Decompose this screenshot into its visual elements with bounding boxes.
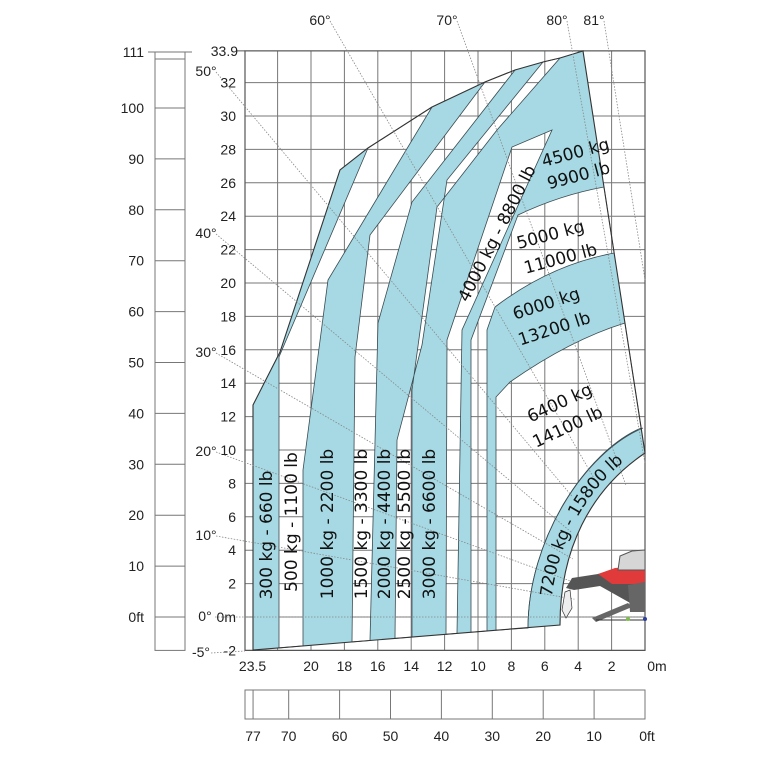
feet-scale-left — [148, 51, 192, 651]
angle-label: -5° — [192, 644, 210, 660]
angle-label: 0° — [198, 608, 211, 624]
label-1000kg: 1000 kg - 2200 lb — [318, 449, 338, 599]
label-3000kg: 3000 kg - 6600 lb — [420, 449, 440, 599]
meter-label-bottom: 0m — [647, 658, 666, 674]
angle-label: 80° — [546, 12, 567, 28]
meter-label-left: 26 — [220, 175, 236, 191]
meter-label-left: -2 — [224, 642, 237, 658]
angle-line — [456, 20, 627, 487]
angle-label: 50° — [195, 63, 216, 79]
meter-label-left: 28 — [220, 141, 236, 157]
meter-label-bottom: 10 — [470, 658, 486, 674]
feet-label-left: 0ft — [128, 609, 144, 625]
meter-label-left: 14 — [220, 375, 236, 391]
feet-scale-bottom — [244, 689, 646, 720]
meter-label-left: 16 — [220, 342, 236, 358]
meter-label-left: 20 — [220, 275, 236, 291]
feet-label-left: 20 — [128, 507, 144, 523]
feet-label-left: 111 — [123, 44, 144, 60]
meter-label-bottom: 4 — [574, 658, 582, 674]
label-2000kg: 2000 kg - 4400 lb — [375, 449, 395, 599]
meter-label-bottom: 14 — [403, 658, 419, 674]
meter-label-left: 2 — [228, 576, 236, 592]
angle-line — [215, 352, 573, 560]
angle-line — [210, 650, 246, 654]
feet-label-left: 100 — [121, 100, 145, 116]
feet-label-left: 90 — [128, 151, 144, 167]
feet-label-left: 30 — [128, 456, 144, 472]
feet-label-left: 40 — [128, 405, 144, 421]
label-1500kg: 1500 kg - 3300 lb — [352, 449, 372, 599]
meter-label-left: 30 — [220, 108, 236, 124]
meter-label-bottom: 23.5 — [239, 658, 266, 674]
meter-label-bottom: 6 — [541, 658, 549, 674]
feet-label-bottom: 60 — [332, 728, 348, 744]
telehandler-machine-icon — [561, 549, 647, 622]
feet-label-left: 80 — [128, 202, 144, 218]
meter-label-bottom: 16 — [370, 658, 386, 674]
zone-7200-outer-arc — [527, 427, 644, 629]
meter-label-left: 0m — [217, 609, 236, 625]
label-500kg: 500 kg - 1100 lb — [282, 452, 302, 592]
feet-label-bottom: 50 — [383, 728, 399, 744]
angle-line — [329, 20, 599, 487]
feet-label-bottom: 20 — [535, 728, 551, 744]
angle-label: 81° — [583, 12, 604, 28]
meter-label-left: 4 — [228, 542, 236, 558]
angle-line — [215, 535, 575, 600]
label-2500kg: 2500 kg - 5500 lb — [395, 449, 415, 599]
feet-label-bottom: 30 — [485, 728, 501, 744]
feet-label-left: 10 — [128, 558, 144, 574]
angle-label: 40° — [195, 225, 216, 241]
meter-label-left: 12 — [220, 409, 236, 425]
feet-label-left: 70 — [128, 253, 144, 269]
feet-label-bottom: 70 — [281, 728, 297, 744]
meter-label-left: 6 — [228, 509, 236, 525]
meter-label-left: 32 — [220, 75, 236, 91]
meter-label-left: 24 — [220, 208, 236, 224]
feet-label-left: 50 — [128, 354, 144, 370]
feet-label-bottom: 40 — [434, 728, 450, 744]
meter-label-left: 18 — [220, 308, 236, 324]
label-300kg: 300 kg - 660 lb — [257, 471, 277, 600]
angle-label: 70° — [436, 12, 457, 28]
angle-label: 60° — [309, 12, 330, 28]
load-zones-fill — [253, 51, 645, 650]
meter-label-top: 33.9 — [211, 43, 238, 59]
working-envelope-outline — [252, 50, 646, 651]
angle-label: 10° — [195, 527, 216, 543]
meter-label-bottom: 8 — [508, 658, 516, 674]
angle-label: 20° — [195, 443, 216, 459]
meter-label-left: 22 — [220, 242, 236, 258]
meter-label-bottom: 2 — [608, 658, 616, 674]
grid-frame — [244, 50, 646, 652]
meter-label-left: 8 — [228, 475, 236, 491]
angle-lines — [210, 20, 646, 654]
meter-label-bottom: 18 — [337, 658, 353, 674]
meter-label-left: 10 — [220, 442, 236, 458]
feet-label-bottom: 0ft — [639, 728, 655, 744]
feet-label-left: 60 — [128, 304, 144, 320]
angle-line — [215, 71, 574, 498]
angle-line — [215, 233, 573, 534]
meter-label-bottom: 20 — [303, 658, 319, 674]
feet-label-bottom: 10 — [586, 728, 602, 744]
angle-label: 30° — [195, 344, 216, 360]
feet-label-bottom: 77 — [245, 728, 261, 744]
meter-label-bottom: 12 — [437, 658, 453, 674]
